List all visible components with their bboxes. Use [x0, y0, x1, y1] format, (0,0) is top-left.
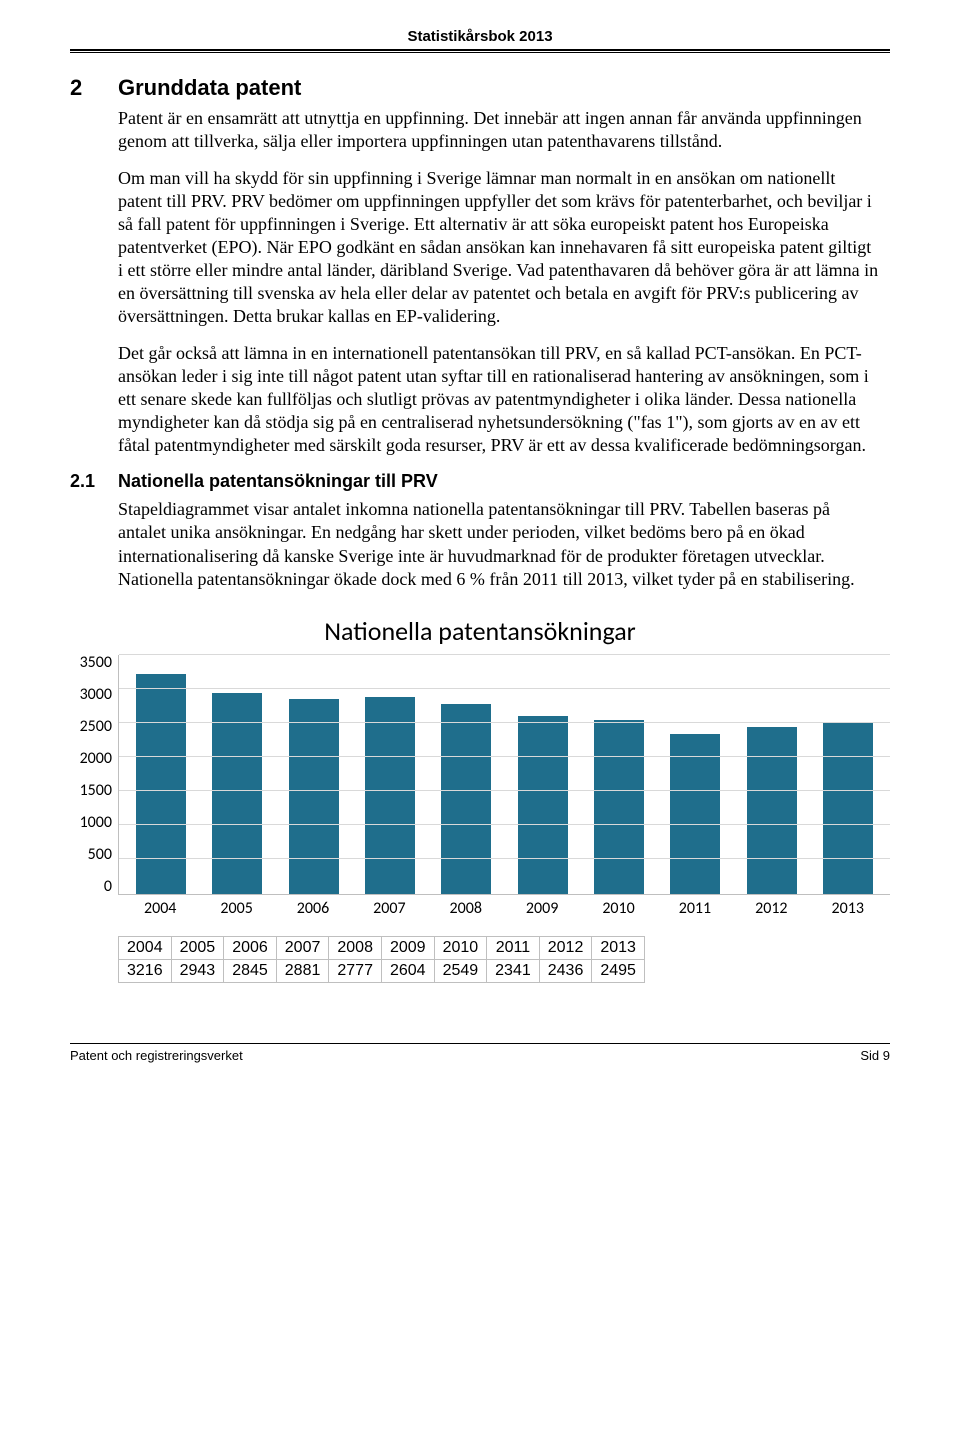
x-tick-label: 2005	[220, 899, 252, 918]
section-header: 2 Grunddata patent	[70, 75, 890, 101]
table-header-cell: 2013	[592, 936, 645, 959]
y-tick-label: 2500	[80, 719, 112, 735]
subsection-body: Stapeldiagrammet visar antalet inkomna n…	[118, 498, 880, 590]
gridline	[119, 790, 890, 791]
bar	[747, 727, 797, 893]
plot-area	[118, 655, 890, 895]
table-header-cell: 2004	[119, 936, 172, 959]
table-header-cell: 2005	[171, 936, 224, 959]
subsection-number: 2.1	[70, 471, 102, 492]
footer-left: Patent och registreringsverket	[70, 1048, 243, 1063]
header-rule	[70, 49, 890, 53]
y-tick-label: 3500	[80, 655, 112, 671]
x-tick-label: 2012	[755, 899, 787, 918]
table-data-cell: 2495	[592, 959, 645, 982]
y-tick-label: 500	[88, 847, 112, 863]
chart-area: 3500 3000 2500 2000 1500 1000 500 0	[70, 655, 890, 895]
bar	[136, 674, 186, 894]
x-tick-label: 2009	[526, 899, 558, 918]
y-tick-label: 1500	[80, 783, 112, 799]
bar	[823, 723, 873, 893]
table-header-cell: 2011	[487, 936, 540, 959]
table-header-cell: 2010	[434, 936, 487, 959]
table-data-cell: 2604	[381, 959, 434, 982]
table-data-row: 3216294328452881277726042549234124362495	[119, 959, 645, 982]
bar	[365, 697, 415, 894]
page-footer: Patent och registreringsverket Sid 9	[70, 1043, 890, 1083]
table-data-cell: 2777	[329, 959, 382, 982]
table-data-cell: 2549	[434, 959, 487, 982]
table-header-cell: 2009	[381, 936, 434, 959]
table-data-cell: 2845	[224, 959, 277, 982]
gridline	[119, 824, 890, 825]
section-body: Patent är en ensamrätt att utnyttja en u…	[118, 107, 880, 457]
y-tick-label: 2000	[80, 751, 112, 767]
gridline	[119, 654, 890, 655]
gridline	[119, 722, 890, 723]
footer-right: Sid 9	[860, 1048, 890, 1063]
table-header-row: 2004200520062007200820092010201120122013	[119, 936, 645, 959]
paragraph: Stapeldiagrammet visar antalet inkomna n…	[118, 498, 880, 590]
x-tick-label: 2004	[144, 899, 176, 918]
paragraph: Patent är en ensamrätt att utnyttja en u…	[118, 107, 880, 153]
x-labels: 2004 2005 2006 2007 2008 2009 2010 2011 2012 2013	[118, 895, 890, 918]
page: Statistikårsbok 2013 2 Grunddata patent …	[0, 0, 960, 1013]
subsection-title: Nationella patentansökningar till PRV	[118, 471, 438, 492]
table-header-cell: 2012	[539, 936, 592, 959]
bar	[518, 716, 568, 894]
table-data-cell: 2436	[539, 959, 592, 982]
table-data-cell: 2943	[171, 959, 224, 982]
gridline	[119, 858, 890, 859]
x-axis: 2004 2005 2006 2007 2008 2009 2010 2011 2012 2013	[118, 895, 890, 918]
bar	[289, 699, 339, 893]
gridline	[119, 756, 890, 757]
y-tick-label: 3000	[80, 687, 112, 703]
x-tick-label: 2011	[679, 899, 711, 918]
table-header-cell: 2007	[276, 936, 329, 959]
x-tick-label: 2013	[831, 899, 863, 918]
gridline	[119, 688, 890, 689]
table-data-cell: 3216	[119, 959, 172, 982]
x-tick-label: 2010	[602, 899, 634, 918]
header-title: Statistikårsbok 2013	[70, 28, 890, 49]
x-tick-label: 2006	[297, 899, 329, 918]
paragraph: Det går också att lämna in en internatio…	[118, 342, 880, 457]
table-header-cell: 2008	[329, 936, 382, 959]
y-tick-label: 0	[104, 879, 112, 895]
bar-chart: Nationella patentansökningar 3500 3000 250…	[70, 615, 890, 918]
chart-title: Nationella patentansökningar	[70, 615, 890, 647]
data-table: 2004200520062007200820092010201120122013…	[118, 936, 645, 983]
bar	[670, 734, 720, 894]
x-tick-label: 2007	[373, 899, 405, 918]
x-tick-label: 2008	[450, 899, 482, 918]
section-number: 2	[70, 75, 102, 101]
table-header-cell: 2006	[224, 936, 277, 959]
section-title: Grunddata patent	[118, 75, 301, 101]
subsection-header: 2.1 Nationella patentansökningar till PR…	[70, 471, 890, 492]
table-data-cell: 2881	[276, 959, 329, 982]
y-tick-label: 1000	[80, 815, 112, 831]
bar	[594, 720, 644, 894]
table-data-cell: 2341	[487, 959, 540, 982]
paragraph: Om man vill ha skydd för sin uppfinning …	[118, 167, 880, 328]
bar	[441, 704, 491, 894]
y-axis: 3500 3000 2500 2000 1500 1000 500 0	[70, 655, 118, 895]
